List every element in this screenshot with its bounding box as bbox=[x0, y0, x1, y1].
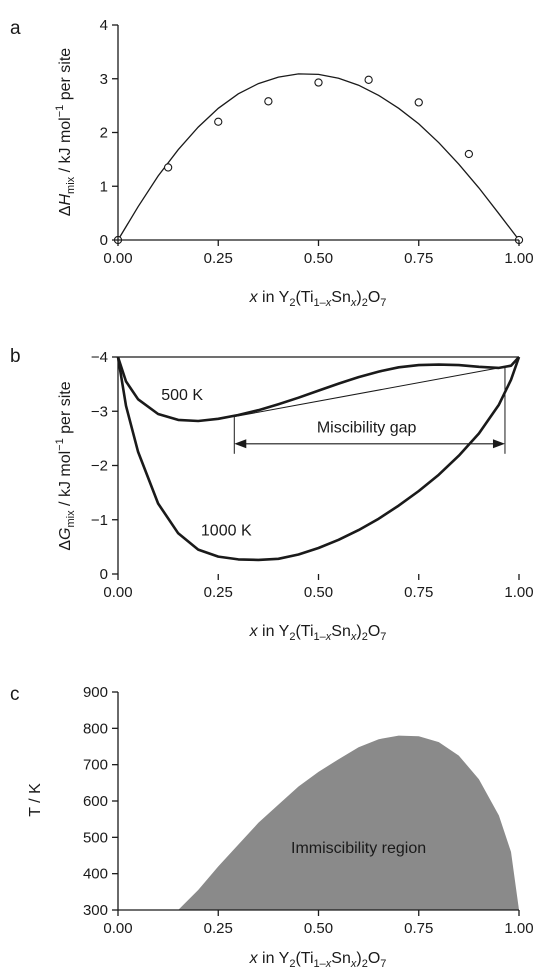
panel-a-data-point bbox=[464, 149, 474, 159]
panel-c-y-tick-label: 800 bbox=[83, 720, 108, 737]
panel-b-x-tick-label: 0.25 bbox=[204, 584, 233, 601]
panel-c-x-tick-label: 0.75 bbox=[404, 920, 433, 937]
panel-a-data-point bbox=[414, 98, 423, 107]
panel-a-data-point bbox=[214, 117, 223, 126]
panel-c-region-label: Immiscibility region bbox=[291, 840, 426, 857]
panel-a-fit-curve bbox=[117, 73, 520, 241]
panel-b-series-1000-k bbox=[116, 356, 521, 562]
panel-c-x-tick-label: 0.25 bbox=[204, 920, 233, 937]
panel-b-series-500-k bbox=[116, 356, 520, 423]
panel-a-x-tick-label: 0.75 bbox=[404, 250, 433, 267]
panel-c-y-tick-label: 700 bbox=[83, 757, 108, 774]
panel-a-y-tick-label: 1 bbox=[100, 178, 108, 195]
panel-c-y-tick-label: 500 bbox=[83, 829, 108, 846]
panel-a: a 0.00 0.25 0.50 0.75 1.00 0 1 2 3 4 x in Y2(Ti1–… bbox=[10, 17, 534, 309]
panel-c-x-tick-label: 0.50 bbox=[304, 920, 333, 937]
panel-c-marks: Immiscibility region bbox=[178, 735, 519, 910]
panel-b-annotation: 1000 K bbox=[201, 523, 252, 540]
panel-b-annotation: Miscibility gap bbox=[317, 420, 417, 437]
panel-a-y-tick-label: 4 bbox=[100, 17, 108, 34]
panel-c-y-tick-label: 400 bbox=[83, 866, 108, 883]
panel-b-ticks: 0.00 0.25 0.50 0.75 1.00 0 −1 −2 −3 −4 bbox=[91, 349, 534, 601]
panel-a-x-tick-label: 0.25 bbox=[204, 250, 233, 267]
panel-b-y-tick-label: −3 bbox=[91, 403, 108, 420]
panel-c-x-tick-label: 1.00 bbox=[504, 920, 533, 937]
panel-a-data-point bbox=[163, 163, 173, 172]
panel-a-data-point bbox=[364, 75, 373, 84]
panel-b-marks: 500 K 1000 K Miscibility gap bbox=[116, 356, 521, 562]
panel-b-x-tick-label: 0.75 bbox=[404, 584, 433, 601]
panel-b-y-axis-title: ΔGmix / kJ mol−1 per site bbox=[54, 381, 77, 550]
panel-b-letter: b bbox=[10, 346, 21, 367]
panel-c-y-tick-label: 600 bbox=[83, 793, 108, 810]
panel-a-data-point bbox=[264, 97, 273, 106]
panel-c-x-tick-label: 0.00 bbox=[103, 920, 132, 937]
panel-a-x-tick-label: 1.00 bbox=[504, 250, 533, 267]
panel-b-common-tangent bbox=[234, 366, 506, 418]
panel-b-x-tick-label: 0.50 bbox=[304, 584, 333, 601]
panel-b-gap-arrowhead-left bbox=[234, 439, 247, 449]
panel-b-y-tick-label: 0 bbox=[100, 566, 108, 583]
panel-b-annotation: 500 K bbox=[161, 387, 203, 404]
panel-a-axes bbox=[117, 25, 519, 241]
panel-c: c Immiscibility region 0.00 0.25 0.50 0.75 1… bbox=[10, 684, 534, 970]
panel-c-x-axis-title: x in Y2(Ti1–xSnx)2O7 bbox=[249, 950, 387, 970]
panel-c-immiscibility-region bbox=[178, 735, 519, 910]
panel-a-x-axis-title: x in Y2(Ti1–xSnx)2O7 bbox=[249, 289, 387, 309]
panel-b-y-tick-label: −2 bbox=[91, 458, 108, 475]
panel-a-ticks: 0.00 0.25 0.50 0.75 1.00 0 1 2 3 4 bbox=[100, 17, 534, 267]
panel-a-letter: a bbox=[10, 18, 21, 39]
panel-a-x-tick-label: 0.50 bbox=[304, 250, 333, 267]
panel-a-y-axis-title: ΔHmix / kJ mol−1 per site bbox=[54, 48, 77, 216]
panel-a-y-tick-label: 0 bbox=[100, 232, 108, 249]
panel-b: b 500 K 1000 K Miscibility gap 0.00 0.25 0.5… bbox=[10, 346, 534, 643]
panel-c-y-tick-label: 900 bbox=[83, 684, 108, 701]
panel-b-x-axis-title: x in Y2(Ti1–xSnx)2O7 bbox=[249, 623, 387, 643]
panel-c-y-tick-label: 300 bbox=[83, 902, 108, 919]
panel-c-y-axis-title: T / K bbox=[27, 783, 44, 817]
panel-b-x-tick-label: 1.00 bbox=[504, 584, 533, 601]
panel-b-gap-arrowhead-right bbox=[492, 439, 505, 449]
panel-c-letter: c bbox=[10, 684, 20, 705]
panel-b-y-tick-label: −4 bbox=[91, 349, 108, 366]
panel-a-marks bbox=[113, 73, 524, 245]
panel-b-y-tick-label: −1 bbox=[91, 512, 108, 529]
panel-a-data-point bbox=[314, 78, 323, 87]
panel-a-y-tick-label: 2 bbox=[100, 125, 108, 142]
panel-c-ticks: 0.00 0.25 0.50 0.75 1.00 300 400 500 600 700 800 90… bbox=[83, 684, 534, 937]
panel-b-x-tick-label: 0.00 bbox=[103, 584, 132, 601]
panel-a-y-tick-label: 3 bbox=[100, 71, 108, 88]
panel-a-x-tick-label: 0.00 bbox=[103, 250, 132, 267]
